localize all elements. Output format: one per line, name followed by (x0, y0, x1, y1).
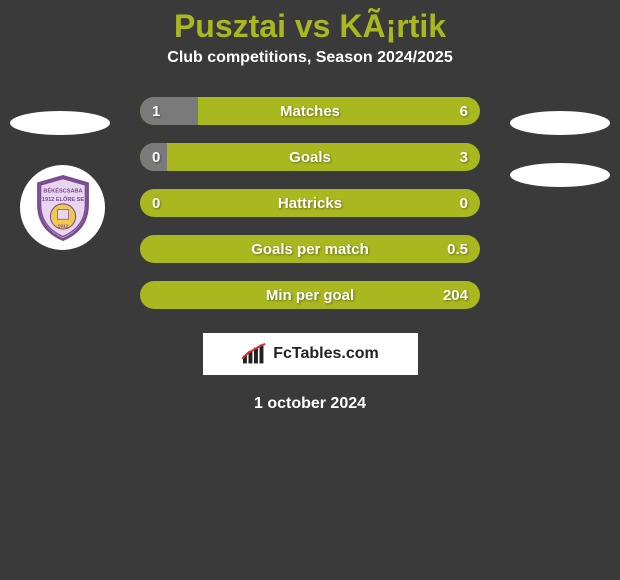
stat-row-mpg: Min per goal 204 (140, 281, 480, 309)
stat-row-hattricks: 0 Hattricks 0 (140, 189, 480, 217)
brand-box[interactable]: FcTables.com (203, 333, 418, 375)
player-right-oval-2 (510, 163, 610, 187)
stat-value-right: 0 (460, 189, 468, 217)
stat-label: Goals per match (140, 235, 480, 263)
stat-row-goals: 0 Goals 3 (140, 143, 480, 171)
brand-text: FcTables.com (273, 345, 379, 363)
club-badge-left: BÉKÉSCSABA 1912 ELŐRE SE 1912 (20, 165, 105, 250)
bar-chart-icon (241, 343, 267, 365)
stat-label: Matches (140, 97, 480, 125)
stat-value-right: 204 (443, 281, 468, 309)
stat-row-matches: 1 Matches 6 (140, 97, 480, 125)
player-right-oval-1 (510, 111, 610, 135)
page-title: Pusztai vs KÃ¡rtik (0, 0, 620, 49)
player-left-oval (10, 111, 110, 135)
date-text: 1 october 2024 (0, 395, 620, 413)
comparison-content: BÉKÉSCSABA 1912 ELŐRE SE 1912 1 Matches … (0, 97, 620, 413)
page-subtitle: Club competitions, Season 2024/2025 (0, 49, 620, 67)
stat-label: Hattricks (140, 189, 480, 217)
stat-value-right: 6 (460, 97, 468, 125)
svg-text:1912 ELŐRE SE: 1912 ELŐRE SE (41, 196, 84, 203)
svg-text:1912: 1912 (57, 223, 68, 229)
stat-value-right: 3 (460, 143, 468, 171)
shield-icon: BÉKÉSCSABA 1912 ELŐRE SE 1912 (28, 173, 98, 243)
stat-row-gpm: Goals per match 0.5 (140, 235, 480, 263)
stat-bars: 1 Matches 6 0 Goals 3 0 Hattricks 0 Goal… (140, 97, 480, 309)
stat-value-right: 0.5 (447, 235, 468, 263)
stat-label: Min per goal (140, 281, 480, 309)
stat-label: Goals (140, 143, 480, 171)
